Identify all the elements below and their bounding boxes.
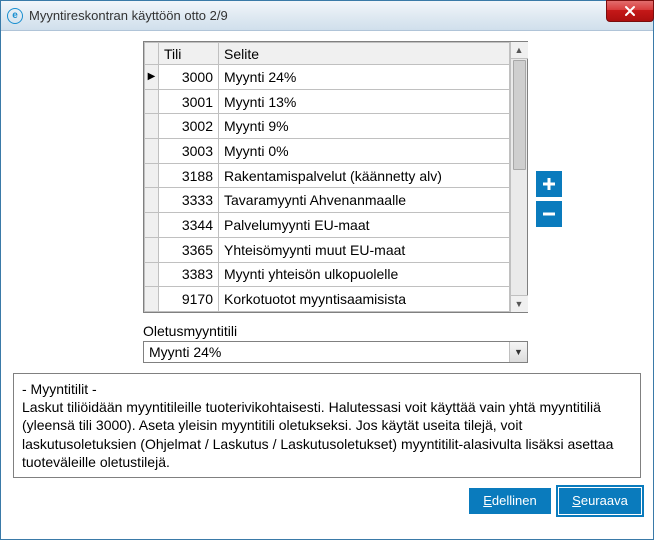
scroll-down-arrow[interactable]: ▼ [511, 295, 528, 312]
next-rest: euraava [581, 493, 628, 508]
prev-rest: dellinen [492, 493, 537, 508]
add-row-button[interactable] [536, 171, 562, 197]
table-row[interactable]: 3188Rakentamispalvelut (käännetty alv) [145, 163, 510, 188]
scroll-up-arrow[interactable]: ▲ [511, 42, 528, 59]
default-account-label: Oletusmyyntitili [143, 323, 528, 339]
combo-value: Myynti 24% [144, 344, 509, 360]
help-body: Laskut tiliöidään myyntitileille tuoteri… [22, 398, 632, 471]
row-indicator [145, 262, 159, 287]
window-title: Myyntireskontran käyttöön otto 2/9 [29, 8, 228, 23]
row-indicator [145, 287, 159, 312]
table-area: Tili Selite ▶3000Myynti 24%3001Myynti 13… [13, 41, 641, 313]
row-buttons [536, 171, 562, 227]
cell-tili[interactable]: 3002 [159, 114, 219, 139]
table-row[interactable]: 3383Myynti yhteisön ulkopuolelle [145, 262, 510, 287]
minus-icon [541, 206, 557, 222]
titlebar: e Myyntireskontran käyttöön otto 2/9 [1, 1, 653, 31]
cell-selite[interactable]: Myynti 0% [219, 139, 510, 164]
row-indicator [145, 188, 159, 213]
cell-selite[interactable]: Myynti 24% [219, 65, 510, 90]
cell-tili[interactable]: 3333 [159, 188, 219, 213]
scroll-thumb[interactable] [513, 60, 526, 170]
close-button[interactable] [606, 0, 654, 22]
default-account-area: Oletusmyyntitili Myynti 24% ▼ [13, 323, 528, 363]
app-icon: e [7, 8, 23, 24]
cell-selite[interactable]: Tavaramyynti Ahvenanmaalle [219, 188, 510, 213]
help-text-box: - Myyntitilit - Laskut tiliöidään myynti… [13, 373, 641, 478]
table-row[interactable]: 3365Yhteisömyynti muut EU-maat [145, 237, 510, 262]
table-row[interactable]: ▶3000Myynti 24% [145, 65, 510, 90]
cell-selite[interactable]: Myynti 9% [219, 114, 510, 139]
vertical-scrollbar[interactable]: ▲ ▼ [510, 42, 527, 312]
table-row[interactable]: 3344Palvelumyynti EU-maat [145, 213, 510, 238]
content-area: Tili Selite ▶3000Myynti 24%3001Myynti 13… [1, 31, 653, 539]
chevron-down-icon: ▼ [514, 347, 523, 357]
table-row[interactable]: 3003Myynti 0% [145, 139, 510, 164]
row-indicator [145, 114, 159, 139]
row-header-corner [145, 43, 159, 65]
row-indicator [145, 89, 159, 114]
row-indicator [145, 213, 159, 238]
table-row[interactable]: 3002Myynti 9% [145, 114, 510, 139]
button-row: Edellinen Seuraava [13, 488, 641, 514]
help-title: - Myyntitilit - [22, 380, 632, 398]
col-header-selite[interactable]: Selite [219, 43, 510, 65]
cell-tili[interactable]: 9170 [159, 287, 219, 312]
cell-tili[interactable]: 3003 [159, 139, 219, 164]
cell-selite[interactable]: Myynti 13% [219, 89, 510, 114]
cell-tili[interactable]: 3000 [159, 65, 219, 90]
table-row[interactable]: 3333Tavaramyynti Ahvenanmaalle [145, 188, 510, 213]
cell-selite[interactable]: Rakentamispalvelut (käännetty alv) [219, 163, 510, 188]
cell-selite[interactable]: Palvelumyynti EU-maat [219, 213, 510, 238]
col-header-tili[interactable]: Tili [159, 43, 219, 65]
prev-accel: E [483, 493, 492, 508]
row-indicator: ▶ [145, 65, 159, 90]
cell-tili[interactable]: 3001 [159, 89, 219, 114]
cell-tili[interactable]: 3344 [159, 213, 219, 238]
cell-tili[interactable]: 3365 [159, 237, 219, 262]
row-indicator [145, 237, 159, 262]
next-button[interactable]: Seuraava [559, 488, 641, 514]
cell-selite[interactable]: Yhteisömyynti muut EU-maat [219, 237, 510, 262]
accounts-grid[interactable]: Tili Selite ▶3000Myynti 24%3001Myynti 13… [143, 41, 528, 313]
cell-tili[interactable]: 3188 [159, 163, 219, 188]
plus-icon [541, 176, 557, 192]
remove-row-button[interactable] [536, 201, 562, 227]
combo-dropdown-button[interactable]: ▼ [509, 342, 527, 362]
row-indicator [145, 163, 159, 188]
cell-selite[interactable]: Korkotuotot myyntisaamisista [219, 287, 510, 312]
default-account-combo[interactable]: Myynti 24% ▼ [143, 341, 528, 363]
next-accel: S [572, 493, 581, 508]
table-row[interactable]: 3001Myynti 13% [145, 89, 510, 114]
table-row[interactable]: 9170Korkotuotot myyntisaamisista [145, 287, 510, 312]
cell-selite[interactable]: Myynti yhteisön ulkopuolelle [219, 262, 510, 287]
cell-tili[interactable]: 3383 [159, 262, 219, 287]
previous-button[interactable]: Edellinen [469, 488, 551, 514]
wizard-window: e Myyntireskontran käyttöön otto 2/9 Til… [0, 0, 654, 540]
close-icon [624, 5, 636, 17]
row-indicator [145, 139, 159, 164]
